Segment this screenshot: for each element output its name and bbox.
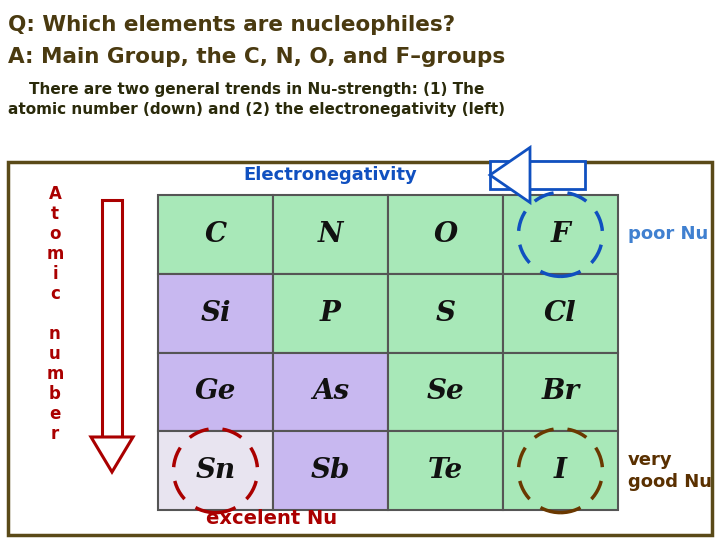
- Bar: [490, 161, 585, 189]
- Text: Electronegativity: Electronegativity: [243, 166, 417, 184]
- Text: There are two general trends in Nu-strength: (1) The: There are two general trends in Nu-stren…: [8, 82, 485, 97]
- Bar: [503, 353, 618, 431]
- Bar: [388, 274, 503, 353]
- Bar: [503, 274, 618, 353]
- Text: b: b: [49, 385, 61, 403]
- Text: S: S: [436, 300, 456, 327]
- Polygon shape: [91, 437, 133, 472]
- Bar: [102, 200, 122, 437]
- Text: u: u: [49, 345, 61, 363]
- Bar: [158, 431, 273, 510]
- Bar: [273, 274, 388, 353]
- Text: Q: Which elements are nucleophiles?: Q: Which elements are nucleophiles?: [8, 15, 455, 35]
- Text: o: o: [49, 225, 60, 243]
- Bar: [388, 353, 503, 431]
- Text: I: I: [554, 457, 567, 484]
- Text: F: F: [551, 221, 570, 248]
- Text: poor Nu: poor Nu: [628, 225, 708, 244]
- Text: very
good Nu: very good Nu: [628, 450, 712, 491]
- Text: Ge: Ge: [195, 379, 236, 406]
- Bar: [273, 195, 388, 274]
- Text: atomic number (down) and (2) the electronegativity (left): atomic number (down) and (2) the electro…: [8, 102, 505, 117]
- Bar: [158, 353, 273, 431]
- Text: r: r: [51, 425, 59, 443]
- Text: As: As: [312, 379, 349, 406]
- Text: Te: Te: [428, 457, 463, 484]
- Bar: [8, 162, 712, 535]
- Text: N: N: [318, 221, 343, 248]
- Text: Si: Si: [200, 300, 230, 327]
- Text: Sn: Sn: [195, 457, 235, 484]
- Text: c: c: [50, 285, 60, 303]
- Text: Sb: Sb: [311, 457, 350, 484]
- Text: A: A: [48, 185, 61, 203]
- Text: Cl: Cl: [544, 300, 577, 327]
- Text: t: t: [51, 205, 59, 223]
- Text: n: n: [49, 325, 61, 343]
- Text: i: i: [52, 265, 58, 283]
- Bar: [273, 353, 388, 431]
- Text: Br: Br: [541, 379, 580, 406]
- Text: Se: Se: [427, 379, 464, 406]
- Text: C: C: [204, 221, 227, 248]
- Bar: [273, 431, 388, 510]
- Bar: [503, 431, 618, 510]
- Bar: [388, 431, 503, 510]
- Bar: [388, 195, 503, 274]
- Text: A: Main Group, the C, N, O, and F–groups: A: Main Group, the C, N, O, and F–groups: [8, 47, 505, 67]
- Text: e: e: [49, 405, 60, 423]
- Text: excelent Nu: excelent Nu: [205, 509, 337, 528]
- Text: P: P: [320, 300, 341, 327]
- Polygon shape: [490, 147, 530, 202]
- Bar: [158, 195, 273, 274]
- Text: m: m: [46, 365, 63, 383]
- Bar: [503, 195, 618, 274]
- Text: m: m: [46, 245, 63, 263]
- Text: O: O: [433, 221, 458, 248]
- Bar: [158, 274, 273, 353]
